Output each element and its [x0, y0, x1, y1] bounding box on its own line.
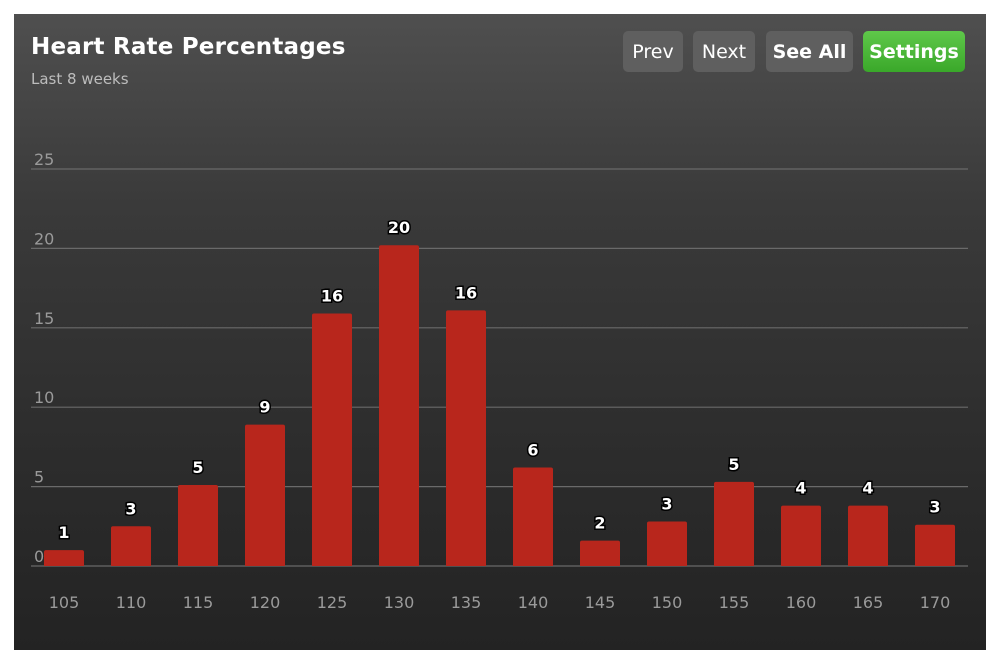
y-tick-label: 20 — [34, 229, 54, 248]
x-tick-label: 140 — [518, 593, 549, 612]
bar — [178, 485, 218, 566]
see-all-button[interactable]: See All — [766, 31, 853, 72]
bar-chart: 0510152025110531105115912016125201301613… — [31, 150, 968, 612]
chart-title: Heart Rate Percentages — [31, 34, 346, 60]
bar — [781, 505, 821, 566]
x-tick-label: 155 — [719, 593, 750, 612]
bar — [647, 521, 687, 566]
data-label: 6 — [527, 441, 538, 460]
data-label: 3 — [125, 499, 136, 518]
bar — [848, 505, 888, 566]
bar — [714, 481, 754, 566]
bar — [111, 526, 151, 566]
y-tick-label: 15 — [34, 309, 54, 328]
bar — [245, 424, 285, 566]
x-tick-label: 150 — [652, 593, 683, 612]
data-label: 16 — [455, 283, 477, 302]
data-label: 1 — [58, 523, 69, 542]
data-label: 3 — [929, 498, 940, 517]
x-tick-label: 110 — [116, 593, 147, 612]
bar — [446, 310, 486, 566]
chart-panel: Heart Rate Percentages Last 8 weeks Prev… — [14, 14, 986, 650]
data-label: 5 — [192, 458, 203, 477]
next-button[interactable]: Next — [693, 31, 755, 72]
x-tick-label: 170 — [920, 593, 951, 612]
chart-subtitle: Last 8 weeks — [31, 70, 129, 88]
x-tick-label: 105 — [49, 593, 80, 612]
bar — [44, 550, 84, 566]
data-label: 3 — [661, 495, 672, 514]
prev-button[interactable]: Prev — [623, 31, 683, 72]
data-label: 5 — [728, 455, 739, 474]
x-tick-label: 125 — [317, 593, 348, 612]
bar — [312, 313, 352, 566]
data-label: 20 — [388, 218, 410, 237]
x-tick-label: 145 — [585, 593, 616, 612]
x-tick-label: 165 — [853, 593, 884, 612]
x-tick-label: 120 — [250, 593, 281, 612]
bar — [915, 524, 955, 566]
y-tick-label: 25 — [34, 150, 54, 169]
bar — [379, 245, 419, 566]
y-tick-label: 10 — [34, 388, 54, 407]
bar — [513, 467, 553, 566]
y-tick-label: 5 — [34, 468, 44, 487]
data-label: 4 — [862, 479, 873, 498]
y-tick-label: 0 — [34, 547, 44, 566]
x-tick-label: 135 — [451, 593, 482, 612]
settings-button[interactable]: Settings — [863, 31, 965, 72]
data-label: 16 — [321, 287, 343, 306]
data-label: 2 — [594, 514, 605, 533]
bar — [580, 540, 620, 566]
x-tick-label: 115 — [183, 593, 214, 612]
x-tick-label: 130 — [384, 593, 415, 612]
x-tick-label: 160 — [786, 593, 817, 612]
data-label: 9 — [259, 398, 270, 417]
data-label: 4 — [795, 479, 806, 498]
